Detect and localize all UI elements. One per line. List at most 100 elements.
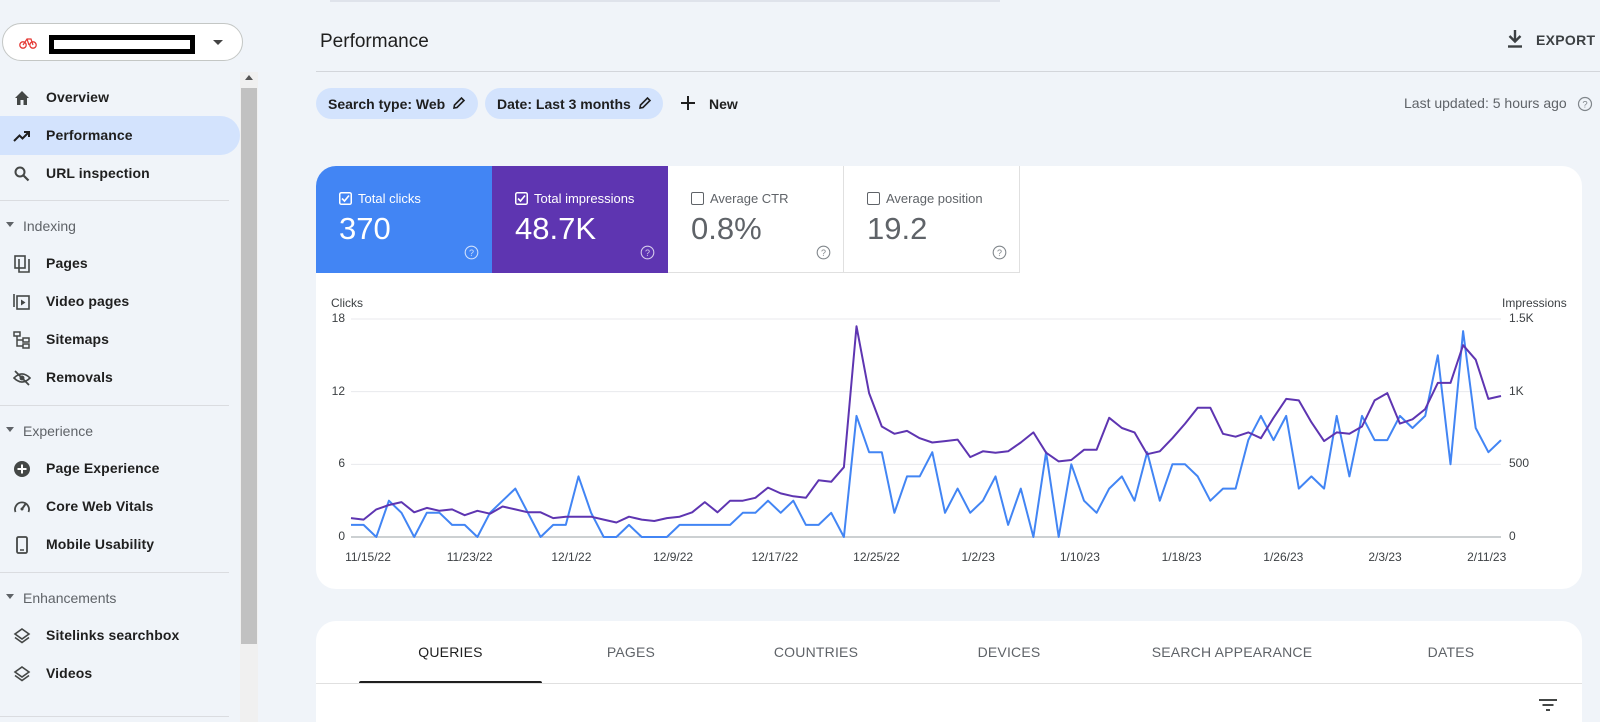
sidebar-item-overview[interactable]: Overview <box>0 78 240 117</box>
metric-average-ctr[interactable]: Average CTR 0.8% ? <box>668 166 844 273</box>
y-tick-label-right: 1K <box>1509 383 1524 398</box>
bicycle-favicon-icon <box>19 38 37 49</box>
chevron-down-icon[interactable] <box>213 40 223 45</box>
last-updated-text: Last updated: 5 hours ago <box>1404 95 1567 111</box>
date-chip[interactable]: Date: Last 3 months <box>485 88 663 119</box>
tab-dates[interactable]: DATES <box>1427 644 1475 660</box>
sidebar-item-label: Video pages <box>46 293 130 309</box>
y-tick-label-right: 0 <box>1509 529 1516 543</box>
edit-pencil-icon[interactable] <box>452 96 466 110</box>
performance-card: Total clicks 370 ? Total impressions 48.… <box>316 166 1582 589</box>
x-tick-label: 11/23/22 <box>446 550 493 564</box>
sidebar-item-label: Page Experience <box>46 460 160 476</box>
video-pages-icon <box>13 294 30 310</box>
tab-queries[interactable]: QUERIES <box>418 644 483 660</box>
x-tick-label: 2/11/23 <box>1467 550 1507 564</box>
report-tabs-card: QUERIES PAGES COUNTRIES DEVICES SEARCH A… <box>316 621 1582 722</box>
edit-pencil-icon[interactable] <box>638 96 652 110</box>
home-icon <box>15 91 29 105</box>
eye-off-icon <box>13 370 31 386</box>
sidebar: Overview Performance URL inspection Inde… <box>0 0 258 722</box>
sidebar-item-label: Mobile Usability <box>46 536 155 552</box>
metric-name: Total impressions <box>534 191 635 206</box>
checkbox-unchecked-icon[interactable] <box>691 192 704 205</box>
sidebar-item-label: Removals <box>46 369 113 385</box>
loading-bar <box>330 0 1000 2</box>
help-icon[interactable]: ? <box>816 245 831 260</box>
x-tick-label: 11/15/22 <box>345 550 391 564</box>
section-experience[interactable]: Experience <box>0 416 240 446</box>
sidebar-item-performance[interactable]: Performance <box>0 116 240 155</box>
tab-devices[interactable]: DEVICES <box>977 644 1041 660</box>
property-selector[interactable] <box>2 23 243 61</box>
sidebar-scrollbar[interactable] <box>240 72 258 722</box>
collapse-arrow-icon <box>6 222 14 227</box>
sidebar-item-label: Pages <box>46 255 88 271</box>
sidebar-item-mobile-usability[interactable]: Mobile Usability <box>0 525 240 564</box>
help-icon[interactable]: ? <box>640 245 655 260</box>
help-icon[interactable]: ? <box>464 245 479 260</box>
export-label: EXPORT <box>1536 32 1596 48</box>
scroll-up-arrow-icon[interactable] <box>245 75 253 80</box>
search-type-chip[interactable]: Search type: Web <box>316 88 478 119</box>
plus-icon <box>681 96 695 110</box>
y-tick-label-left: 18 <box>331 311 345 325</box>
series-line-impressions[interactable] <box>350 325 1502 524</box>
x-tick-label: 12/1/22 <box>551 550 592 564</box>
tab-countries[interactable]: COUNTRIES <box>773 644 859 660</box>
sidebar-item-label: Performance <box>46 127 133 143</box>
checkbox-unchecked-icon[interactable] <box>867 192 880 205</box>
sidebar-item-video-pages[interactable]: Video pages <box>0 282 240 321</box>
section-enhancements[interactable]: Enhancements <box>0 583 240 613</box>
svg-text:?: ? <box>821 248 826 258</box>
sidebar-item-removals[interactable]: Removals <box>0 358 240 397</box>
checkbox-checked-icon[interactable] <box>515 192 528 205</box>
y-tick-label-left: 12 <box>331 383 345 398</box>
series-line-clicks[interactable] <box>351 330 1502 538</box>
sidebar-item-core-web-vitals[interactable]: Core Web Vitals <box>0 487 240 526</box>
sidebar-item-url-inspection[interactable]: URL inspection <box>0 154 240 193</box>
chip-label: Date: Last 3 months <box>497 96 631 112</box>
svg-text:?: ? <box>469 248 474 258</box>
property-name-redacted <box>49 35 195 54</box>
svg-text:?: ? <box>645 248 650 258</box>
sidebar-item-sitelinks-searchbox[interactable]: Sitelinks searchbox <box>0 616 240 655</box>
y-tick-label-left: 6 <box>338 456 345 471</box>
section-indexing[interactable]: Indexing <box>0 211 240 241</box>
sidebar-item-page-experience[interactable]: Page Experience <box>0 449 240 488</box>
svg-text:?: ? <box>1582 100 1587 111</box>
x-tick-label: 1/18/23 <box>1161 550 1202 564</box>
x-tick-label: 1/2/23 <box>961 550 995 564</box>
nav-divider <box>0 200 229 201</box>
checkbox-checked-icon[interactable] <box>339 192 352 205</box>
metric-value: 370 <box>339 211 391 246</box>
layers-icon <box>13 628 31 644</box>
metric-total-impressions[interactable]: Total impressions 48.7K ? <box>492 166 668 273</box>
left-axis-title: Clicks <box>331 296 363 310</box>
sidebar-item-videos[interactable]: Videos <box>0 654 240 693</box>
download-icon <box>1508 30 1522 48</box>
tab-pages[interactable]: PAGES <box>606 644 656 660</box>
help-icon[interactable]: ? <box>1577 96 1593 112</box>
metric-total-clicks[interactable]: Total clicks 370 ? <box>316 166 492 273</box>
performance-chart[interactable] <box>316 166 1582 589</box>
filter-icon[interactable] <box>1538 698 1558 712</box>
header-divider <box>316 71 1600 72</box>
search-icon <box>14 166 30 182</box>
x-tick-label: 12/25/22 <box>853 550 900 564</box>
pages-icon <box>14 255 30 273</box>
sidebar-item-label: Overview <box>46 89 110 105</box>
metric-average-position[interactable]: Average position 19.2 ? <box>844 166 1020 273</box>
plus-circle-icon <box>14 461 30 477</box>
metric-name: Average CTR <box>710 191 789 206</box>
sidebar-item-pages[interactable]: Pages <box>0 244 240 283</box>
section-title: Experience <box>23 423 94 439</box>
sidebar-item-label: Sitemaps <box>46 331 110 347</box>
help-icon[interactable]: ? <box>992 245 1007 260</box>
sidebar-item-sitemaps[interactable]: Sitemaps <box>0 320 240 359</box>
tab-search-appearance[interactable]: SEARCH APPEARANCE <box>1151 644 1313 660</box>
tabs-divider <box>316 683 1582 684</box>
layers-icon <box>13 666 31 682</box>
scrollbar-thumb[interactable] <box>241 88 257 644</box>
metric-name: Total clicks <box>358 191 421 206</box>
